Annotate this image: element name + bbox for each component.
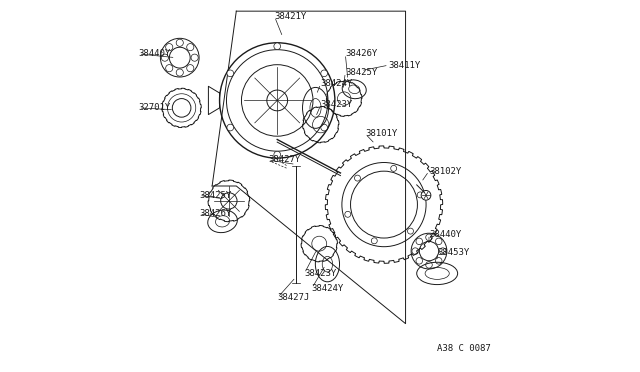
Text: 38426Y: 38426Y [346, 49, 378, 58]
Text: 38440Y: 38440Y [138, 49, 171, 58]
Text: 38425Y: 38425Y [199, 191, 231, 200]
Circle shape [321, 70, 328, 77]
Text: 32701Y: 32701Y [138, 103, 171, 112]
Text: 38440Y: 38440Y [429, 230, 461, 239]
Text: 38426Y: 38426Y [199, 209, 231, 218]
Text: 38423Y: 38423Y [321, 100, 353, 109]
Circle shape [227, 124, 234, 131]
Text: 38427J: 38427J [278, 293, 310, 302]
Text: 38453Y: 38453Y [437, 248, 469, 257]
Text: A38 C 0087: A38 C 0087 [437, 344, 491, 353]
Text: 38423Y: 38423Y [305, 269, 337, 278]
Text: 38424Y: 38424Y [321, 79, 353, 88]
Text: 38411Y: 38411Y [389, 61, 421, 70]
Circle shape [227, 70, 234, 77]
Text: 38425Y: 38425Y [346, 68, 378, 77]
Text: 38102Y: 38102Y [429, 167, 461, 176]
Circle shape [421, 190, 431, 200]
Text: 38427Y: 38427Y [268, 155, 300, 164]
Text: 38421Y: 38421Y [275, 12, 307, 21]
Circle shape [321, 124, 328, 131]
Circle shape [274, 43, 280, 49]
Circle shape [274, 151, 280, 158]
Text: 38101Y: 38101Y [365, 129, 397, 138]
Text: 38424Y: 38424Y [312, 284, 344, 293]
